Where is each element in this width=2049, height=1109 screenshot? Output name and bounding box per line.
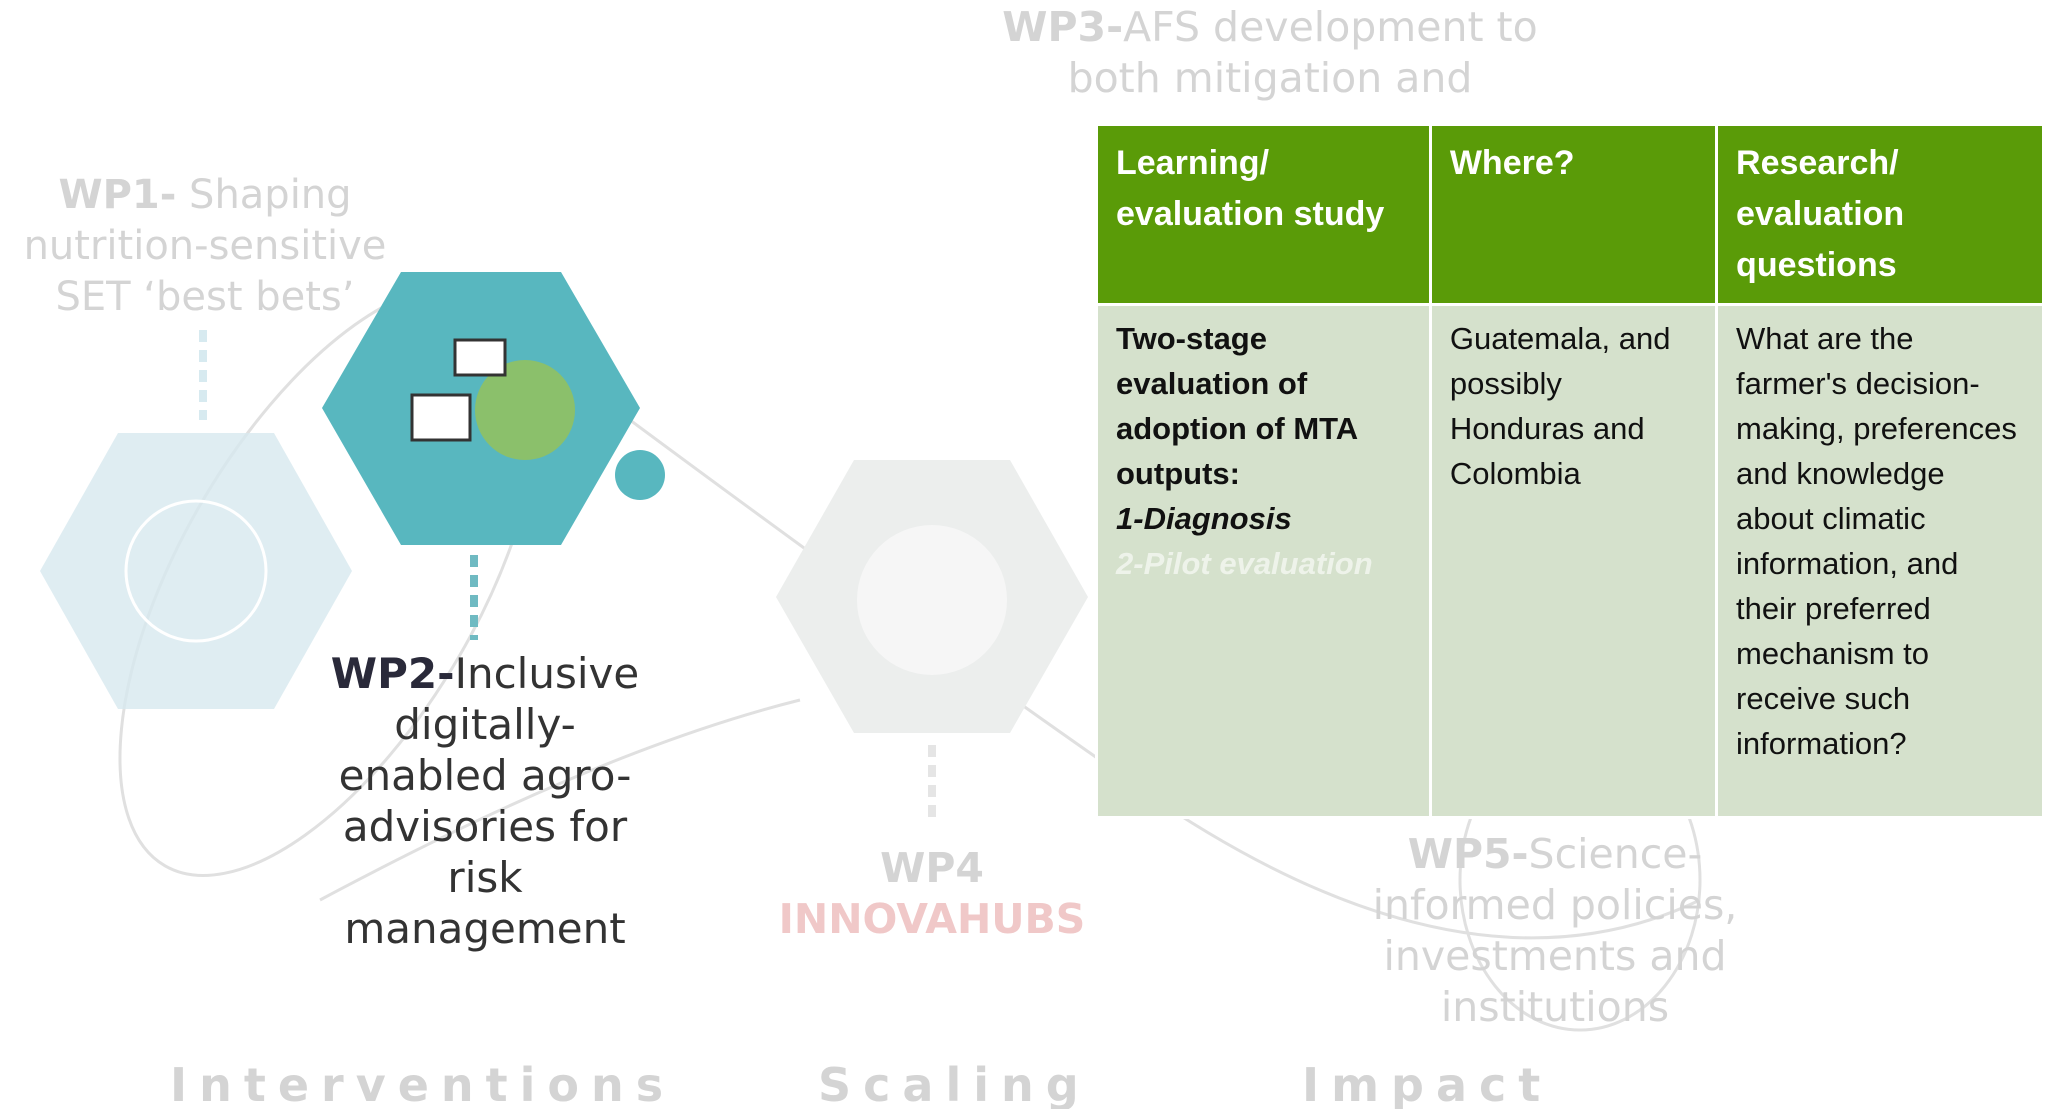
study-step: 2-Pilot evaluation bbox=[1116, 546, 1373, 581]
wp1-label: WP1- Shaping nutrition-sensitive SET ‘be… bbox=[23, 172, 387, 320]
header-cell: Learning/ evaluation study bbox=[1095, 123, 1432, 306]
header-cell: Where? bbox=[1428, 123, 1719, 306]
study-table: Learning/ evaluation study Where? Resear… bbox=[1095, 123, 2045, 819]
questions-cell: What are the farmer's decision-making, p… bbox=[1715, 303, 2045, 819]
wp5-label: WP5-Science-informed policies, investmen… bbox=[1372, 830, 1738, 1031]
wp3-label: WP3-AFS development to both mitigation a… bbox=[1002, 3, 1538, 102]
stage-label: Interventions bbox=[170, 1058, 676, 1109]
study-title: Two-stage evaluation of adoption of MTA … bbox=[1116, 321, 1358, 491]
where-cell: Guatemala, and possibly Honduras and Col… bbox=[1428, 303, 1719, 819]
stage-label: Impact bbox=[1302, 1058, 1553, 1109]
wp2-label: WP2-Inclusive digitally-enabled agro-adv… bbox=[330, 649, 640, 953]
header-cell: Research/ evaluation questions bbox=[1715, 123, 2045, 306]
study-cell: Two-stage evaluation of adoption of MTA … bbox=[1095, 303, 1432, 819]
study-step: 1-Diagnosis bbox=[1116, 501, 1292, 536]
wp4-label: WP4 INNOVAHUBS bbox=[778, 844, 1086, 943]
stage-label: Scaling bbox=[818, 1058, 1091, 1109]
